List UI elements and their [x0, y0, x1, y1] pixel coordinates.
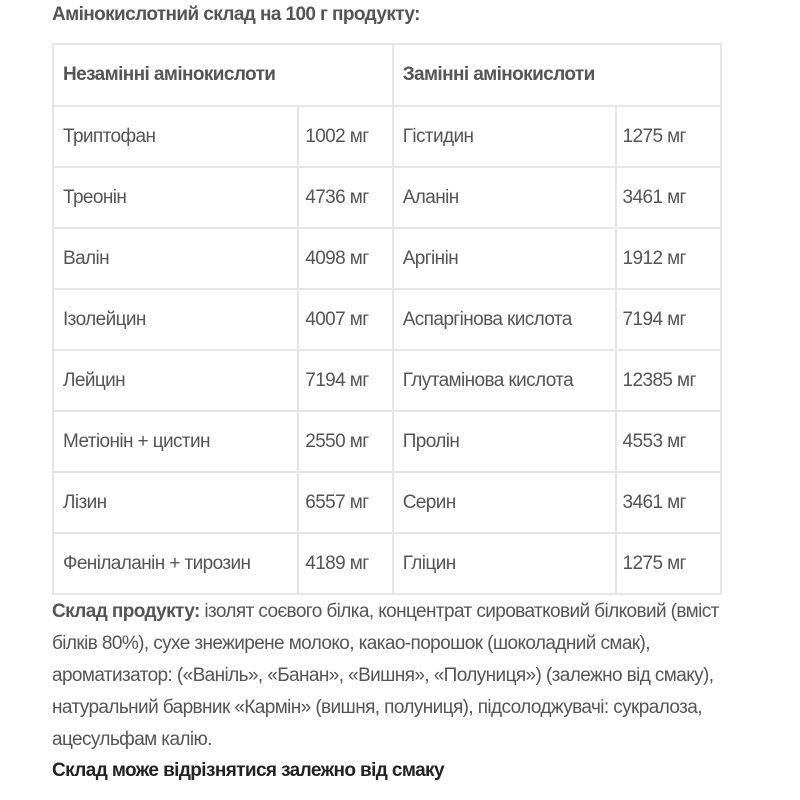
product-composition: Склад продукту: ізолят соєвого білка, ко… [52, 596, 732, 756]
composition-text: ізолят соєвого білка, концентрат сироват… [52, 601, 719, 750]
essential-amount: 6557 мг [297, 471, 394, 534]
table-row: Метіонін + цистин 2550 мг Пролін 4553 мг [51, 410, 723, 473]
table-row: Лізин 6557 мг Серин 3461 мг [51, 471, 723, 534]
essential-amount: 1002 мг [297, 105, 394, 168]
header-essential: Незамінні амінокислоти [52, 43, 394, 107]
nonessential-name: Глутамінова кислота [391, 349, 617, 412]
nonessential-name: Пролін [391, 410, 617, 473]
table-row: Фенілаланін + тирозин 4189 мг Гліцин 1275 м… [51, 532, 723, 595]
page-title: Амінокислотний склад на 100 г продукту: [52, 4, 420, 25]
nonessential-amount: 3461 мг [614, 166, 723, 229]
nonessential-name: Аргінін [391, 227, 617, 290]
nonessential-amount: 12385 мг [614, 349, 723, 412]
essential-name: Треонін [51, 166, 300, 229]
essential-amount: 2550 мг [297, 410, 394, 473]
essential-amount: 4189 мг [297, 532, 394, 595]
nonessential-name: Гліцин [391, 532, 617, 595]
nonessential-amount: 1275 мг [614, 532, 723, 595]
essential-name: Метіонін + цистин [51, 410, 300, 473]
essential-amount: 4736 мг [297, 166, 394, 229]
nonessential-amount: 1275 мг [614, 105, 723, 168]
table-row: Треонін 4736 мг Аланін 3461 мг [51, 166, 723, 229]
essential-amount: 4007 мг [297, 288, 394, 351]
nonessential-amount: 3461 мг [614, 471, 723, 534]
essential-name: Лізин [51, 471, 300, 534]
essential-amount: 7194 мг [297, 349, 394, 412]
nonessential-amount: 4553 мг [614, 410, 723, 473]
table-row: Лейцин 7194 мг Глутамінова кислота 12385 мг [51, 349, 723, 412]
essential-name: Лейцин [51, 349, 300, 412]
essential-name: Ізолейцин [51, 288, 300, 351]
essential-name: Валін [51, 227, 300, 290]
essential-amount: 4098 мг [297, 227, 394, 290]
essential-name: Фенілаланін + тирозин [51, 532, 300, 595]
nonessential-amount: 7194 мг [614, 288, 723, 351]
amino-acid-table: Незамінні амінокислоти Замінні амінокисл… [51, 43, 723, 595]
header-nonessential: Замінні амінокислоти [391, 43, 723, 107]
table-row: Триптофан 1002 мг Гістидин 1275 мг [51, 105, 723, 168]
essential-name: Триптофан [51, 105, 300, 168]
nonessential-name: Гістидин [391, 105, 617, 168]
composition-label: Склад продукту: [52, 601, 200, 622]
nonessential-name: Аспаргінова кислота [391, 288, 617, 351]
table-header-row: Незамінні амінокислоти Замінні амінокисл… [52, 43, 723, 107]
nonessential-amount: 1912 мг [614, 227, 723, 290]
composition-note: Склад може відрізнятися залежно від смак… [52, 760, 445, 781]
table-row: Ізолейцин 4007 мг Аспаргінова кислота 7194 … [51, 288, 723, 351]
nonessential-name: Серин [391, 471, 617, 534]
table-row: Валін 4098 мг Аргінін 1912 мг [51, 227, 723, 290]
nonessential-name: Аланін [391, 166, 617, 229]
